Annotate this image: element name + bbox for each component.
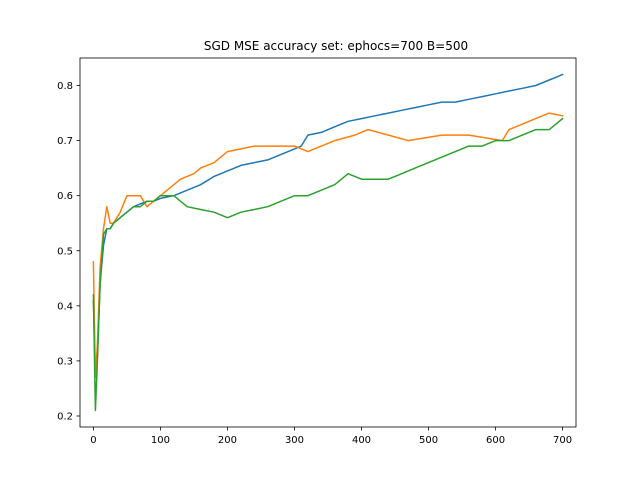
y-tick-label: 0.4 [57,301,73,312]
series-line-2 [92,112,564,379]
x-tick-label: 100 [151,435,170,446]
x-tick-label: 400 [352,435,371,446]
series-layer [92,73,564,412]
x-tick-label: 300 [285,435,304,446]
x-tick-label: 700 [553,435,572,446]
x-tick-label: 200 [218,435,237,446]
x-tick-label: 0 [90,435,96,446]
y-tick-label: 0.2 [57,411,73,422]
y-tick-label: 0.8 [57,81,73,92]
y-tick-label: 0.3 [57,356,73,367]
chart-title: SGD MSE accuracy set: ephocs=700 B=500 [204,39,468,53]
axes-layer: 0 100 200 300 400 500 600 700 0.2 0.3 0.4 0.5 0.6 0.7… [57,57,577,446]
x-tick-label: 500 [419,435,438,446]
y-tick-label: 0.7 [57,136,73,147]
y-tick-label: 0.5 [57,246,73,257]
series-line-3 [92,117,564,412]
x-tick-label: 600 [486,435,505,446]
y-tick-label: 0.6 [57,191,73,202]
plot-frame [79,57,577,428]
